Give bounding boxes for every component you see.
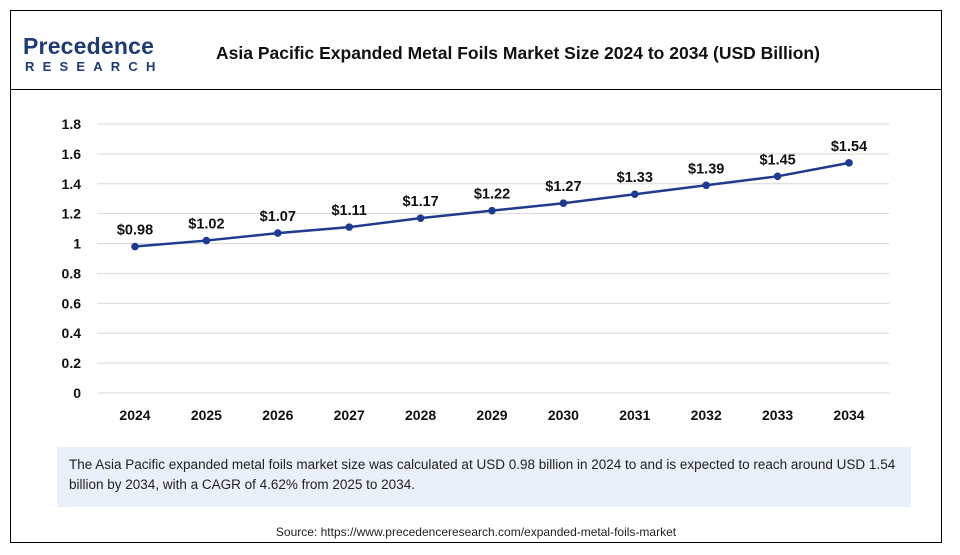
x-tick-label: 2025 (191, 407, 222, 423)
precedence-research-logo: Precedence RESEARCH (23, 33, 173, 77)
y-tick-label: 1.2 (62, 206, 82, 222)
x-tick-label: 2028 (405, 407, 436, 423)
x-tick-label: 2030 (548, 407, 579, 423)
x-tick-label: 2026 (262, 407, 293, 423)
logo-wordmark: Precedence (23, 33, 155, 59)
summary-note: The Asia Pacific expanded metal foils ma… (57, 447, 911, 507)
x-tick-label: 2033 (762, 407, 793, 423)
data-label: $0.98 (117, 223, 153, 239)
chart-frame: Precedence RESEARCH Asia Pacific Expande… (10, 10, 942, 543)
line-chart: 0 0.2 0.4 0.6 0.8 1 1.2 1.4 1.6 1.8 2024 2025 2026 20… (62, 116, 889, 423)
data-point (131, 242, 139, 251)
x-tick-label: 2034 (833, 407, 864, 423)
data-label: $1.54 (831, 139, 867, 155)
x-tick-label: 2024 (119, 407, 150, 423)
y-tick-label: 0.4 (62, 325, 82, 341)
data-point (559, 199, 568, 208)
data-label: $1.22 (474, 187, 510, 203)
series-line (134, 161, 850, 248)
data-label: $1.33 (617, 170, 653, 186)
y-tick-label: 0.2 (62, 355, 82, 371)
data-point (488, 206, 496, 215)
data-point (773, 172, 782, 181)
source-text: Source: https://www.precedenceresearch.c… (275, 525, 677, 539)
y-tick-label: 0 (73, 385, 81, 401)
data-label: $1.27 (545, 179, 581, 195)
data-point (202, 236, 211, 245)
x-tick-label: 2029 (476, 407, 507, 423)
y-tick-label: 1.6 (62, 146, 82, 162)
data-point (845, 159, 853, 167)
data-label: $1.11 (331, 203, 367, 219)
data-label: $1.07 (260, 209, 296, 225)
data-label: $1.17 (402, 194, 438, 210)
y-tick-label: 1.8 (62, 116, 82, 132)
data-point (345, 223, 354, 231)
data-label: $1.39 (688, 161, 724, 177)
data-point (416, 214, 425, 222)
x-tick-label: 2031 (619, 407, 650, 423)
data-label: $1.45 (759, 152, 795, 168)
data-point (631, 190, 639, 199)
data-point (274, 229, 282, 237)
x-tick-label: 2027 (334, 407, 365, 423)
logo-subtitle: RESEARCH (25, 59, 164, 74)
x-tick-label: 2032 (691, 407, 722, 423)
y-tick-label: 0.6 (62, 295, 82, 311)
data-label: $1.02 (188, 217, 224, 233)
y-tick-label: 1.4 (62, 176, 82, 192)
header: Precedence RESEARCH Asia Pacific Expande… (11, 11, 941, 90)
y-tick-label: 0.8 (62, 265, 82, 281)
chart-title: Asia Pacific Expanded Metal Foils Market… (216, 43, 820, 63)
y-tick-label: 1 (73, 236, 81, 252)
data-point (702, 181, 710, 190)
